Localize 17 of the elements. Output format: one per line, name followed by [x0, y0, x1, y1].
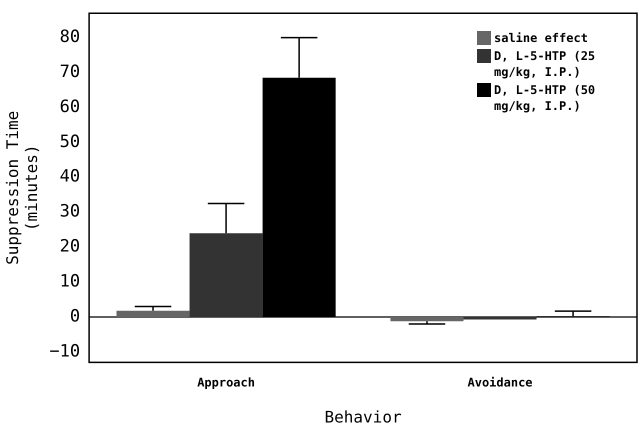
y-tick-label: 80	[60, 27, 80, 48]
y-tick-label: 40	[60, 166, 80, 187]
y-tick-label: 60	[60, 96, 80, 117]
y-tick-label: 30	[60, 202, 80, 222]
y-tick-label: 70	[60, 62, 80, 82]
y-tick-label: 0	[70, 306, 80, 326]
x-axis-title: Behavior	[324, 408, 402, 427]
x-tick-label: Avoidance	[468, 376, 533, 390]
y-axis-title: Suppression Time (minutes)	[2, 110, 41, 265]
y-tick-label: −10	[49, 341, 80, 362]
y-tick-label: 20	[60, 236, 80, 257]
legend-label: saline effect	[494, 30, 588, 46]
x-tick-label: Approach	[197, 376, 255, 390]
legend-label: D, L-5-HTP (50 mg/kg, I.P.)	[494, 82, 596, 114]
y-tick-label: 10	[60, 272, 80, 292]
legend-label: D, L-5-HTP (25 mg/kg, I.P.)	[494, 48, 596, 80]
y-tick-label: 50	[60, 132, 80, 152]
